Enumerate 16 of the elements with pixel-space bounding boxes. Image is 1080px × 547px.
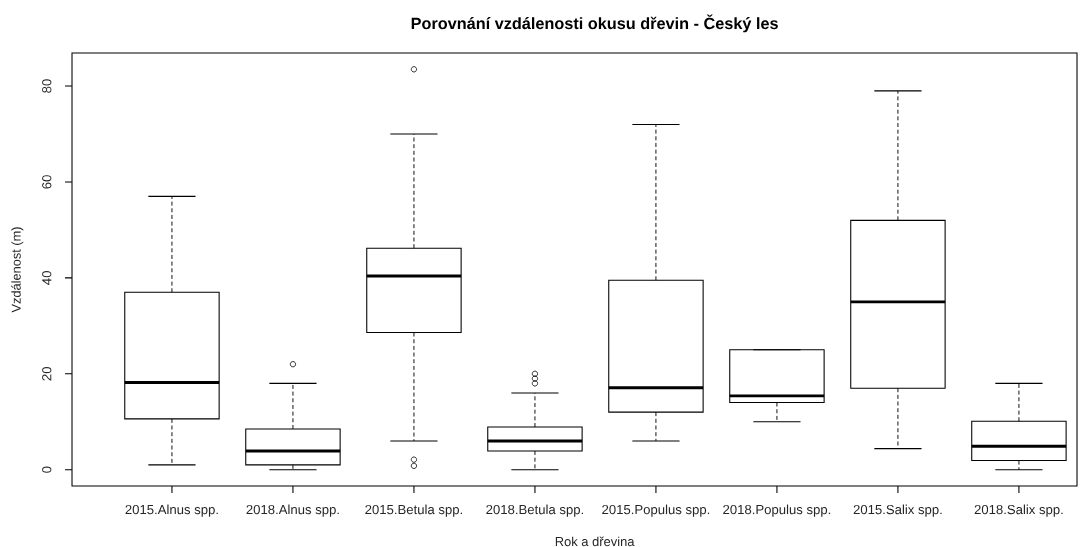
y-tick-label: 0 (42, 466, 52, 473)
x-tick-label: 2018.Populus spp. (723, 504, 831, 517)
x-axis-title: Rok a dřevina (555, 536, 635, 547)
y-tick-label: 80 (42, 79, 52, 93)
y-axis-title: Vzdálenost (m) (11, 227, 24, 313)
x-tick-label: 2015.Alnus spp. (125, 504, 218, 517)
y-tick-label: 60 (42, 175, 52, 189)
x-tick-label: 2018.Alnus spp. (246, 504, 339, 517)
chart-title: Porovnání vzdálenosti okusu dřevin - Český les (411, 14, 778, 33)
y-tick-label: 40 (42, 271, 52, 285)
y-tick-label: 20 (42, 367, 52, 381)
x-tick-label: 2018.Salix spp. (974, 504, 1063, 517)
x-tick-label: 2015.Populus spp. (602, 504, 710, 517)
x-tick-label: 2018.Betula spp. (486, 504, 583, 517)
x-tick-label: 2015.Salix spp. (853, 504, 942, 517)
x-tick-label: 2015.Betula spp. (365, 504, 462, 517)
